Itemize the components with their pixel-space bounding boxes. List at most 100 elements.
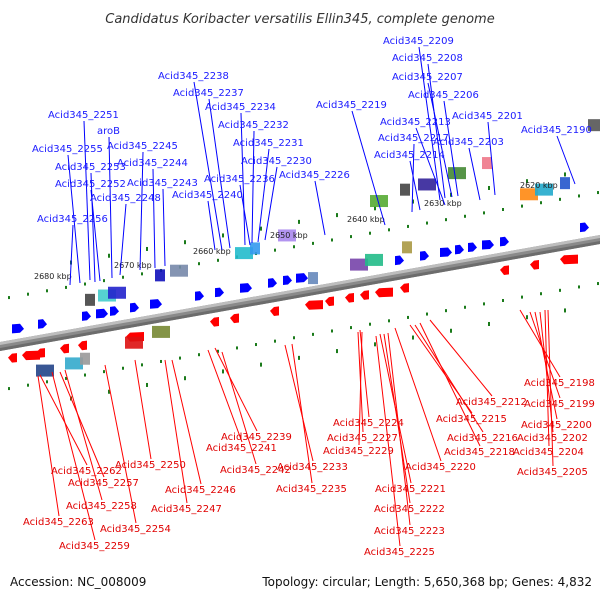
- forward-gene-label[interactable]: Acid345_2206: [408, 90, 479, 101]
- forward-gene-label[interactable]: Acid345_2255: [32, 144, 103, 155]
- reverse-gene-arrow[interactable]: [360, 290, 369, 300]
- feature-block[interactable]: [588, 119, 600, 132]
- forward-gene-label[interactable]: Acid345_2248: [90, 193, 161, 204]
- forward-gene-label[interactable]: Acid345_2256: [37, 214, 108, 225]
- feature-block[interactable]: [85, 293, 95, 306]
- forward-gene-arrow[interactable]: [215, 287, 224, 298]
- forward-gene-label[interactable]: Acid345_2203: [433, 137, 504, 148]
- reverse-gene-label[interactable]: Acid345_2227: [327, 433, 398, 444]
- reverse-gene-label[interactable]: Acid345_2204: [513, 447, 584, 458]
- feature-block[interactable]: [535, 183, 553, 196]
- reverse-gene-label[interactable]: Acid345_2235: [276, 484, 347, 495]
- forward-gene-label[interactable]: Acid345_2230: [241, 156, 312, 167]
- reverse-gene-label[interactable]: Acid345_2262: [51, 466, 122, 477]
- reverse-gene-label[interactable]: Acid345_2250: [115, 460, 186, 471]
- reverse-gene-arrow[interactable]: [530, 260, 539, 270]
- forward-gene-label[interactable]: Acid345_2213: [380, 117, 451, 128]
- feature-block[interactable]: [155, 269, 165, 282]
- forward-gene-arrow[interactable]: [296, 273, 308, 283]
- reverse-gene-arrow[interactable]: [305, 300, 323, 310]
- reverse-gene-label[interactable]: Acid345_2200: [521, 420, 592, 431]
- reverse-gene-label[interactable]: Acid345_2223: [374, 526, 445, 537]
- reverse-gene-label[interactable]: Acid345_2258: [66, 501, 137, 512]
- feature-block[interactable]: [170, 264, 188, 277]
- reverse-gene-label[interactable]: Acid345_2216: [447, 433, 518, 444]
- forward-gene-label[interactable]: Acid345_2234: [205, 102, 276, 113]
- feature-block[interactable]: [125, 336, 143, 349]
- feature-block[interactable]: [400, 183, 410, 196]
- forward-gene-label[interactable]: Acid345_2240: [172, 190, 243, 201]
- forward-gene-arrow[interactable]: [130, 302, 139, 313]
- forward-gene-label[interactable]: Acid345_2219: [316, 100, 387, 111]
- forward-gene-arrow[interactable]: [96, 308, 108, 319]
- reverse-gene-arrow[interactable]: [210, 317, 219, 327]
- feature-block[interactable]: [520, 188, 538, 201]
- reverse-gene-arrow[interactable]: [78, 340, 87, 351]
- reverse-gene-label[interactable]: Acid345_2212: [456, 397, 527, 408]
- forward-gene-label[interactable]: Acid345_2217: [378, 133, 449, 144]
- reverse-gene-label[interactable]: Acid345_2247: [151, 504, 222, 515]
- forward-gene-arrow[interactable]: [240, 283, 252, 293]
- forward-gene-arrow[interactable]: [268, 278, 277, 288]
- forward-gene-label[interactable]: Acid345_2244: [117, 158, 188, 169]
- forward-gene-label[interactable]: Acid345_2252: [55, 179, 126, 190]
- reverse-gene-label[interactable]: Acid345_2205: [517, 467, 588, 478]
- reverse-gene-arrow[interactable]: [22, 350, 40, 361]
- reverse-gene-label[interactable]: Acid345_2198: [524, 378, 595, 389]
- forward-gene-label[interactable]: Acid345_2237: [173, 88, 244, 99]
- forward-gene-arrow[interactable]: [500, 236, 509, 247]
- forward-gene-label[interactable]: Acid345_2243: [127, 178, 198, 189]
- reverse-gene-label[interactable]: Acid345_2202: [517, 433, 588, 444]
- reverse-gene-arrow[interactable]: [36, 348, 45, 358]
- feature-block[interactable]: [418, 178, 436, 191]
- reverse-gene-label[interactable]: Acid345_2257: [68, 478, 139, 489]
- feature-block[interactable]: [370, 195, 388, 208]
- forward-gene-label[interactable]: Acid345_2190: [521, 125, 592, 136]
- reverse-gene-label[interactable]: Acid345_2218: [444, 447, 515, 458]
- forward-gene-label[interactable]: Acid345_2207: [392, 72, 463, 83]
- forward-gene-arrow[interactable]: [420, 251, 429, 261]
- reverse-gene-arrow[interactable]: [560, 254, 578, 265]
- forward-gene-label[interactable]: Acid345_2253: [55, 162, 126, 173]
- reverse-gene-arrow[interactable]: [375, 287, 393, 298]
- feature-block[interactable]: [365, 253, 383, 266]
- feature-block[interactable]: [482, 157, 492, 170]
- feature-block[interactable]: [278, 229, 296, 242]
- forward-gene-label[interactable]: Acid345_2209: [383, 36, 454, 47]
- feature-block[interactable]: [152, 325, 170, 338]
- forward-gene-arrow[interactable]: [283, 275, 292, 286]
- reverse-gene-label[interactable]: Acid345_2241: [206, 443, 277, 454]
- feature-block[interactable]: [235, 247, 253, 260]
- forward-gene-arrow[interactable]: [110, 306, 119, 316]
- reverse-gene-label[interactable]: Acid345_2215: [436, 414, 507, 425]
- reverse-gene-label[interactable]: Acid345_2254: [100, 524, 171, 535]
- forward-gene-label[interactable]: Acid345_2208: [392, 53, 463, 64]
- forward-gene-label[interactable]: aroB: [97, 126, 120, 137]
- forward-gene-label[interactable]: Acid345_2231: [233, 138, 304, 149]
- forward-gene-arrow[interactable]: [82, 311, 91, 321]
- reverse-gene-label[interactable]: Acid345_2259: [59, 541, 130, 552]
- feature-block[interactable]: [65, 357, 83, 370]
- feature-block[interactable]: [250, 242, 260, 255]
- reverse-gene-label[interactable]: Acid345_2242: [220, 465, 291, 476]
- forward-gene-arrow[interactable]: [468, 242, 477, 253]
- reverse-gene-arrow[interactable]: [230, 313, 239, 324]
- reverse-gene-arrow[interactable]: [500, 265, 509, 275]
- forward-gene-label[interactable]: Acid345_2236: [204, 174, 275, 185]
- forward-gene-label[interactable]: Acid345_2232: [218, 120, 289, 131]
- forward-gene-arrow[interactable]: [195, 291, 204, 301]
- forward-gene-arrow[interactable]: [482, 239, 494, 250]
- feature-block[interactable]: [308, 272, 318, 285]
- reverse-gene-label[interactable]: Acid345_2233: [277, 462, 348, 473]
- forward-gene-arrow[interactable]: [440, 247, 452, 258]
- forward-gene-arrow[interactable]: [580, 222, 589, 233]
- forward-gene-arrow[interactable]: [150, 299, 162, 309]
- forward-gene-label[interactable]: Acid345_2245: [107, 141, 178, 152]
- forward-gene-label[interactable]: Acid345_2251: [48, 110, 119, 121]
- reverse-gene-label[interactable]: Acid345_2199: [524, 399, 595, 410]
- forward-gene-label[interactable]: Acid345_2226: [279, 170, 350, 181]
- forward-gene-label[interactable]: Acid345_2201: [452, 111, 523, 122]
- reverse-gene-label[interactable]: Acid345_2221: [375, 484, 446, 495]
- reverse-gene-label[interactable]: Acid345_2263: [23, 517, 94, 528]
- feature-block[interactable]: [108, 286, 126, 299]
